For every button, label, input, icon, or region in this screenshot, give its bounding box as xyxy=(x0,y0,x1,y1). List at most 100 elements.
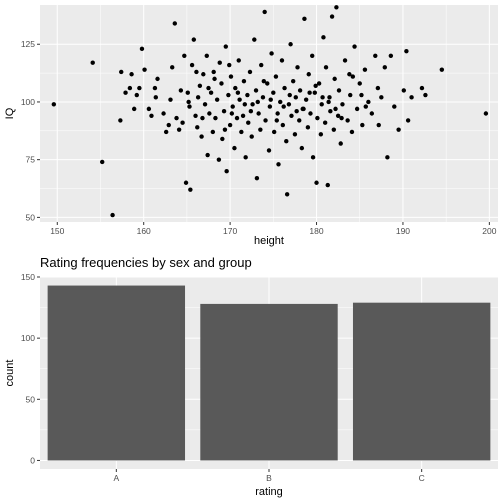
scatter-point xyxy=(376,122,381,128)
scatter-point xyxy=(409,95,414,100)
scatter-points xyxy=(51,5,489,218)
scatter-point xyxy=(419,85,425,91)
scatter-point xyxy=(185,90,190,95)
scatter-point xyxy=(267,104,273,109)
scatter-point xyxy=(221,108,227,114)
scatter-point xyxy=(327,95,332,100)
scatter-point xyxy=(163,129,169,135)
scatter-point xyxy=(328,108,333,114)
scatter-point xyxy=(110,212,115,218)
scatter-point xyxy=(369,111,375,116)
scatter-point xyxy=(187,104,192,109)
scatter-point xyxy=(259,62,264,68)
scatter-point xyxy=(174,115,179,121)
bar-x-tick-label: A xyxy=(113,473,119,483)
scatter-point xyxy=(224,169,229,174)
scatter-gridlines xyxy=(40,5,498,222)
scatter-point xyxy=(161,111,166,116)
scatter-point xyxy=(483,111,489,116)
scatter-point xyxy=(338,141,343,146)
scatter-point xyxy=(217,60,222,65)
scatter-point xyxy=(90,60,95,65)
scatter-point xyxy=(178,88,184,93)
scatter-point xyxy=(375,85,381,91)
scatter-point xyxy=(307,90,312,95)
scatter-point xyxy=(423,92,428,98)
scatter-x-tick-label: 150 xyxy=(50,226,64,236)
scatter-point xyxy=(119,69,124,75)
scatter-plot: 150 160 170 180 190 200 50 75 100 125 height IQ xyxy=(4,5,498,247)
scatter-point xyxy=(234,115,240,121)
scatter-point xyxy=(146,106,152,112)
scatter-y-tick-label: 100 xyxy=(21,97,35,107)
scatter-point xyxy=(254,175,260,181)
bar-B xyxy=(200,303,338,461)
scatter-point xyxy=(385,155,390,160)
scatter-point xyxy=(195,95,201,100)
scatter-point xyxy=(345,118,350,123)
scatter-point xyxy=(323,65,329,70)
scatter-point xyxy=(197,83,203,88)
scatter-point xyxy=(229,111,235,116)
scatter-point xyxy=(131,106,137,112)
scatter-point xyxy=(266,148,272,153)
scatter-point xyxy=(297,118,302,123)
scatter-point xyxy=(239,129,244,135)
scatter-point xyxy=(232,145,237,151)
scatter-point xyxy=(191,37,197,42)
scatter-point xyxy=(227,122,233,128)
scatter-point xyxy=(281,104,286,109)
bar-x-tick-label: B xyxy=(266,473,272,483)
scatter-point xyxy=(312,90,317,95)
scatter-point xyxy=(293,95,298,100)
scatter-point xyxy=(189,62,195,68)
scatter-point xyxy=(288,42,293,47)
scatter-point xyxy=(183,180,189,185)
scatter-point xyxy=(182,53,187,58)
scatter-point xyxy=(118,118,123,123)
scatter-point xyxy=(255,99,260,105)
scatter-point xyxy=(302,16,307,22)
scatter-point xyxy=(339,115,344,121)
scatter-point xyxy=(360,122,365,128)
scatter-point xyxy=(170,65,175,70)
scatter-point xyxy=(284,192,290,197)
scatter-point xyxy=(348,92,353,98)
scatter-point xyxy=(401,88,407,93)
scatter-panel xyxy=(40,5,498,222)
scatter-y-tick-label: 75 xyxy=(26,155,36,165)
scatter-point xyxy=(347,72,352,77)
scatter-point xyxy=(155,76,160,82)
bar-ticks: A B C 0 50 100 150 xyxy=(21,272,425,483)
scatter-point xyxy=(289,113,294,119)
scatter-point xyxy=(204,53,209,58)
scatter-point xyxy=(195,125,200,130)
scatter-point xyxy=(142,67,147,72)
scatter-point xyxy=(149,113,154,119)
scatter-point xyxy=(316,81,322,86)
scatter-point xyxy=(172,21,178,26)
scatter-point xyxy=(263,118,268,123)
scatter-point xyxy=(294,108,299,114)
scatter-point xyxy=(256,111,261,116)
scatter-x-tick-label: 170 xyxy=(223,226,237,236)
scatter-point xyxy=(201,72,206,77)
scatter-point xyxy=(127,85,133,91)
scatter-point xyxy=(326,99,331,105)
scatter-point xyxy=(336,88,342,93)
scatter-point xyxy=(233,85,238,91)
bar-chart: Rating frequencies by sex and group A B C 0… xyxy=(4,255,498,498)
scatter-point xyxy=(260,95,266,100)
scatter-point xyxy=(123,90,128,95)
scatter-point xyxy=(318,132,324,137)
scatter-point xyxy=(292,132,298,137)
scatter-point xyxy=(180,120,185,125)
scatter-point xyxy=(228,74,234,79)
scatter-point xyxy=(300,106,305,112)
scatter-point xyxy=(199,134,204,139)
scatter-point xyxy=(308,111,313,116)
scatter-point xyxy=(176,127,182,132)
scatter-point xyxy=(279,58,285,63)
scatter-point xyxy=(313,83,318,88)
scatter-point xyxy=(382,65,387,70)
